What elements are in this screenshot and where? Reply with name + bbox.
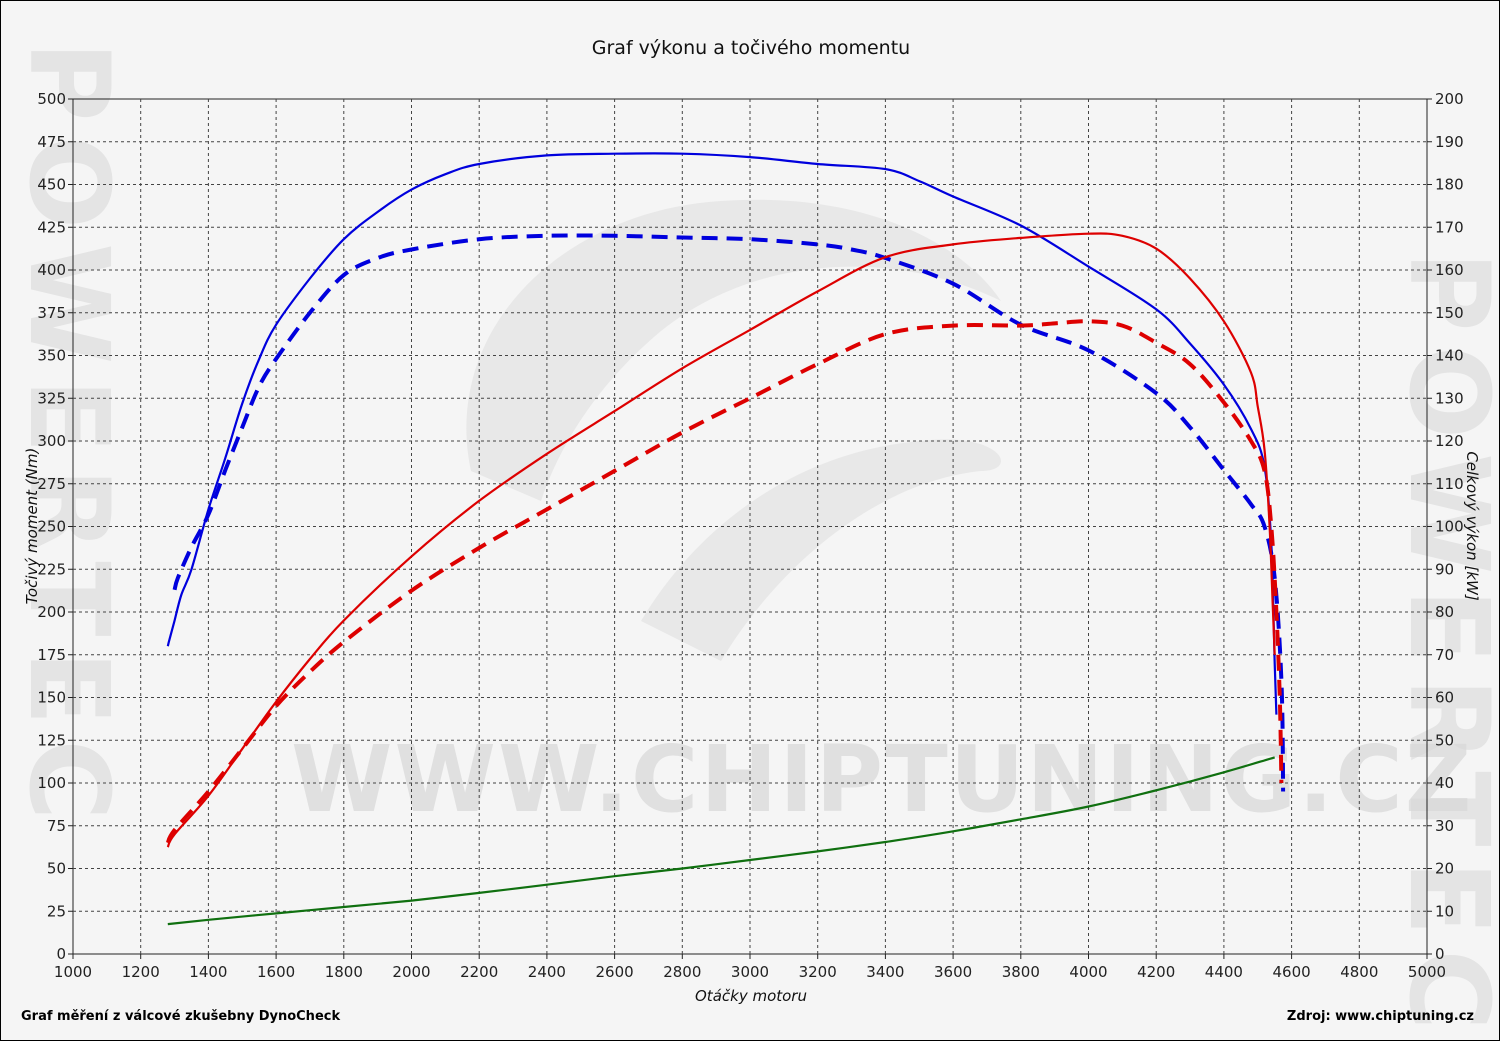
y-right-tick-label: 40 (1435, 774, 1454, 792)
footer-right: Zdroj: www.chiptuning.cz (1287, 1009, 1474, 1024)
footer-left: Graf měření z válcové zkušebny DynoCheck (21, 1009, 340, 1024)
y-left-tick-label: 125 (37, 731, 66, 749)
y-left-axis-title: Točivý moment (Nm) (23, 448, 41, 605)
x-tick-label: 2400 (528, 963, 566, 981)
x-tick-label: 2800 (663, 963, 701, 981)
x-tick-label: 2200 (460, 963, 498, 981)
x-tick-label: 1000 (54, 963, 92, 981)
y-left-tick-label: 325 (37, 389, 66, 407)
x-tick-label: 2600 (596, 963, 634, 981)
x-tick-label: 1400 (189, 963, 227, 981)
watermark-brand-left: POWERTEC (5, 41, 133, 834)
y-left-tick-label: 50 (47, 860, 66, 878)
y-left-tick-label: 250 (37, 518, 66, 536)
y-left-axis-ticks: 0 25 50 75 100 125 150 175 200 225 250 275 300 325 350… (37, 90, 73, 963)
y-left-tick-label: 75 (47, 817, 66, 835)
x-tick-label: 3400 (866, 963, 904, 981)
y-left-tick-label: 500 (37, 90, 66, 108)
y-left-tick-label: 275 (37, 475, 66, 493)
series-line-3 (165, 319, 1284, 844)
y-right-tick-label: 30 (1435, 817, 1454, 835)
series-line-2 (166, 232, 1276, 848)
y-left-tick-label: 475 (37, 133, 66, 151)
x-tick-label: 1600 (257, 963, 295, 981)
y-right-tick-label: 120 (1435, 432, 1464, 450)
y-right-tick-label: 170 (1435, 218, 1464, 236)
x-axis-ticks: 1000 1200 1400 1600 1800 2000 2200 2400 2600 2800… (54, 954, 1446, 981)
x-tick-label: 3600 (934, 963, 972, 981)
y-left-tick-label: 400 (37, 261, 66, 279)
y-right-tick-label: 110 (1435, 475, 1464, 493)
x-tick-label: 5000 (1408, 963, 1446, 981)
y-left-tick-label: 450 (37, 176, 66, 194)
y-right-tick-label: 10 (1435, 902, 1454, 920)
y-left-tick-label: 300 (37, 432, 66, 450)
x-tick-label: 4400 (1205, 963, 1243, 981)
watermark-url: WWW.CHIPTUNING.CZ (291, 726, 1473, 833)
watermark: WWW.CHIPTUNING.CZ POWERTEC POWERTEC (5, 41, 1500, 1042)
y-right-tick-label: 70 (1435, 646, 1454, 664)
x-tick-label: 4800 (1340, 963, 1378, 981)
y-right-tick-label: 190 (1435, 133, 1464, 151)
x-tick-label: 4600 (1273, 963, 1311, 981)
y-right-tick-label: 60 (1435, 689, 1454, 707)
x-tick-label: 1200 (122, 963, 160, 981)
y-right-tick-label: 150 (1435, 304, 1464, 322)
x-tick-label: 3800 (1002, 963, 1040, 981)
y-right-tick-label: 20 (1435, 860, 1454, 878)
x-axis-title: Otáčky motoru (695, 987, 807, 1005)
watermark-logo-lower (641, 439, 1001, 661)
watermark-brand-right: POWERTEC (1385, 251, 1500, 1042)
y-right-tick-label: 200 (1435, 90, 1464, 108)
x-tick-label: 4200 (1137, 963, 1175, 981)
series-group (165, 152, 1286, 926)
y-right-tick-label: 140 (1435, 347, 1464, 365)
y-right-axis-title: Celkový výkon [kW] (1463, 451, 1481, 601)
y-right-tick-label: 180 (1435, 176, 1464, 194)
x-tick-label: 2000 (392, 963, 430, 981)
series-line-1 (172, 233, 1286, 792)
y-left-tick-label: 25 (47, 902, 66, 920)
x-tick-label: 1800 (325, 963, 363, 981)
y-left-tick-label: 350 (37, 347, 66, 365)
y-right-tick-label: 130 (1435, 389, 1464, 407)
series-line-4 (167, 756, 1275, 926)
y-right-tick-label: 80 (1435, 603, 1454, 621)
y-right-tick-label: 100 (1435, 518, 1464, 536)
y-left-tick-label: 175 (37, 646, 66, 664)
y-left-tick-label: 150 (37, 689, 66, 707)
x-tick-label: 4000 (1069, 963, 1107, 981)
y-left-tick-label: 0 (56, 945, 66, 963)
y-left-tick-label: 200 (37, 603, 66, 621)
y-right-axis-ticks: 0 10 20 30 40 50 60 70 80 90 100 110 120 130 140 150 160… (1427, 90, 1464, 963)
y-right-tick-label: 90 (1435, 560, 1454, 578)
y-left-tick-label: 225 (37, 560, 66, 578)
x-tick-label: 3000 (731, 963, 769, 981)
y-left-tick-label: 100 (37, 774, 66, 792)
y-left-tick-label: 425 (37, 218, 66, 236)
y-right-tick-label: 50 (1435, 731, 1454, 749)
y-right-tick-label: 0 (1435, 945, 1445, 963)
grid (72, 98, 1428, 955)
chart-title: Graf výkonu a točivého momentu (592, 37, 910, 59)
series-line-0 (166, 152, 1278, 715)
x-tick-label: 3200 (799, 963, 837, 981)
watermark-logo (466, 199, 1002, 502)
y-right-tick-label: 160 (1435, 261, 1464, 279)
y-left-tick-label: 375 (37, 304, 66, 322)
